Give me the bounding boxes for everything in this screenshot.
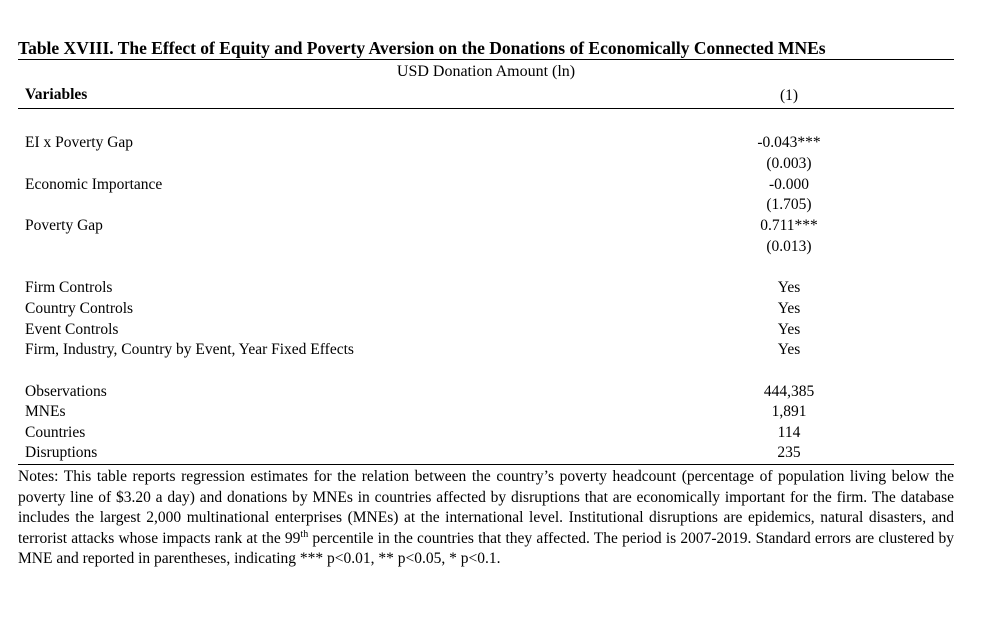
bottom-rule — [18, 464, 954, 465]
stat-label: Disruptions — [25, 444, 98, 461]
title-rule — [18, 59, 954, 60]
coef-label: EI x Poverty Gap — [25, 134, 134, 151]
table-notes: Notes: This table reports regression est… — [18, 467, 954, 570]
stat-label: Observations — [25, 383, 107, 400]
control-label: Event Controls — [25, 321, 119, 338]
stat-value: 1,891 — [771, 403, 807, 420]
notes-superscript: th — [300, 528, 309, 540]
control-value: Yes — [777, 300, 801, 317]
coef-label: Poverty Gap — [25, 217, 103, 234]
control-value: Yes — [777, 279, 801, 296]
header-rule — [18, 108, 954, 109]
control-label: Firm Controls — [25, 279, 113, 296]
stat-value: 444,385 — [763, 383, 815, 400]
coef-std-error: (0.013) — [766, 238, 812, 255]
control-label: Country Controls — [25, 300, 134, 317]
variables-header: Variables — [25, 86, 88, 103]
stat-value: 235 — [777, 444, 801, 461]
notes-text-continued: percentile in the countries that they af… — [18, 529, 954, 568]
column-header: (1) — [779, 87, 799, 104]
control-value: Yes — [777, 341, 801, 358]
notes-text: Notes: This table reports regression est… — [18, 468, 954, 547]
coef-estimate: 0.711*** — [760, 217, 818, 234]
table-title: Table XVIII. The Effect of Equity and Po… — [18, 38, 826, 58]
coef-std-error: (1.705) — [766, 196, 812, 213]
dependent-variable-header: USD Donation Amount (ln) — [396, 63, 576, 80]
coef-estimate: -0.000 — [768, 176, 810, 193]
coef-label: Economic Importance — [25, 176, 163, 193]
stat-label: Countries — [25, 424, 86, 441]
coef-std-error: (0.003) — [766, 155, 812, 172]
stat-label: MNEs — [25, 403, 66, 420]
control-value: Yes — [777, 321, 801, 338]
control-label: Firm, Industry, Country by Event, Year F… — [25, 341, 354, 358]
coef-estimate: -0.043*** — [757, 134, 821, 151]
stat-value: 114 — [777, 424, 801, 441]
